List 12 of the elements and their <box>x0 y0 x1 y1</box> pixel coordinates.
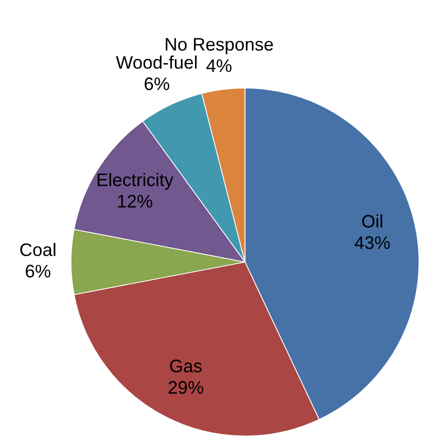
slice-label: Gas <box>170 360 202 372</box>
data-label: 43% <box>354 236 390 250</box>
slice-label: Oil <box>362 214 382 228</box>
data-label: 12% <box>118 194 152 208</box>
slice-label: No Response <box>166 38 273 54</box>
data-label: 6% <box>26 264 50 278</box>
slice-label: Electricity <box>98 172 174 190</box>
data-label: 4% <box>206 59 232 72</box>
slice-label: Wood-fuel <box>116 56 197 69</box>
slice-label: Coal <box>20 242 56 256</box>
data-label: 6% <box>144 77 170 90</box>
data-label: 29% <box>168 381 204 394</box>
